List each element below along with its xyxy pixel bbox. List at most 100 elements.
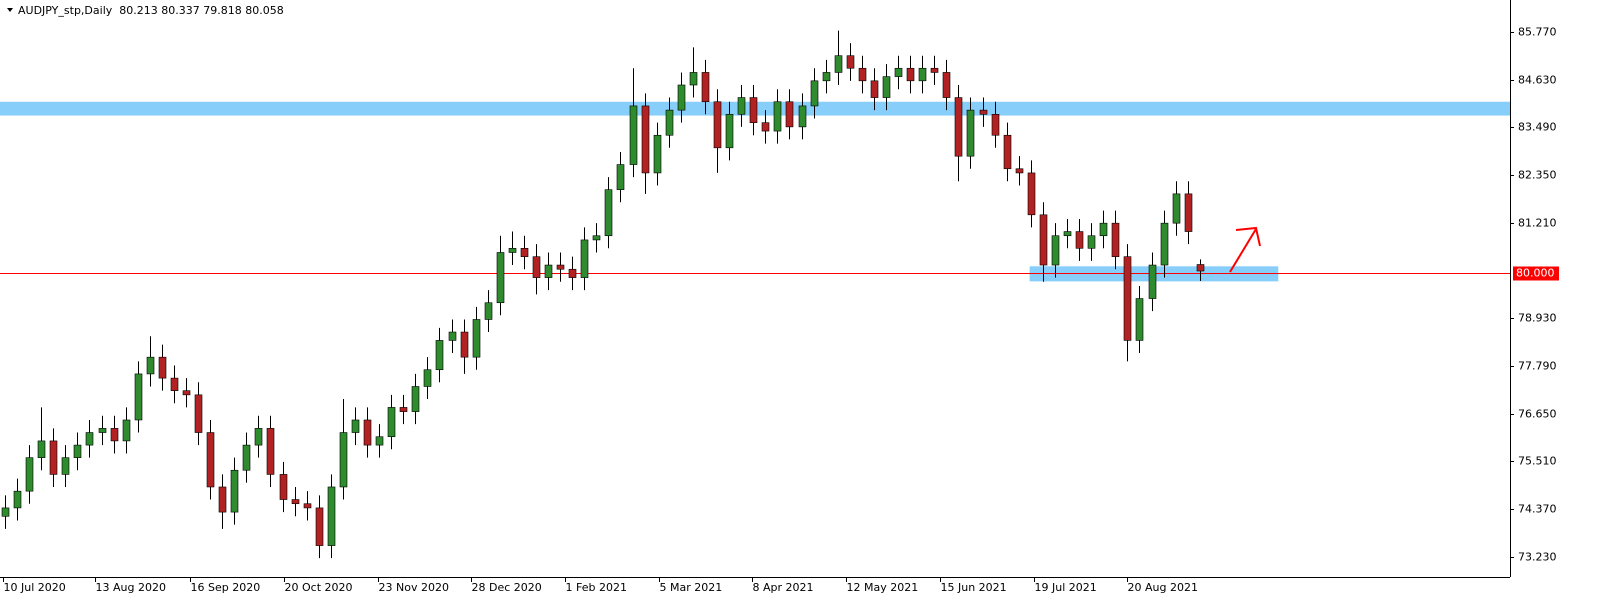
candle-body bbox=[616, 164, 625, 190]
candle-body bbox=[568, 268, 577, 278]
arrow bbox=[1229, 226, 1261, 273]
candle-body bbox=[206, 432, 215, 488]
candle-body bbox=[1123, 256, 1132, 341]
candle-body bbox=[327, 486, 336, 546]
candle-body bbox=[677, 84, 686, 111]
x-tick-label: 28 Dec 2020 bbox=[472, 581, 542, 594]
candle-body bbox=[146, 356, 155, 375]
candle-body bbox=[122, 419, 131, 442]
x-tick-label: 19 Jul 2021 bbox=[1035, 581, 1097, 594]
candle-body bbox=[242, 444, 251, 471]
candle-body bbox=[73, 444, 82, 458]
candle-body bbox=[653, 134, 662, 174]
y-tick-label: 76.650 bbox=[1518, 408, 1557, 421]
axes: 85.770 84.630 83.490 82.350 81.210 78.930 77.7… bbox=[0, 0, 1559, 594]
candle-body bbox=[665, 109, 674, 136]
candle-body bbox=[713, 101, 722, 149]
candle-body bbox=[496, 252, 505, 304]
candle-body bbox=[13, 490, 22, 509]
candle-body bbox=[1172, 193, 1181, 224]
candle-body bbox=[484, 302, 493, 320]
candle-body bbox=[822, 72, 831, 82]
candle-body bbox=[520, 248, 529, 257]
x-tick-label: 1 Feb 2021 bbox=[566, 581, 627, 594]
candle-body bbox=[303, 503, 312, 509]
candle-body bbox=[508, 248, 517, 253]
candle-body bbox=[25, 457, 34, 492]
title-triangle bbox=[7, 8, 13, 12]
candle-body bbox=[339, 432, 348, 488]
candle-body bbox=[363, 419, 372, 446]
candle-body bbox=[170, 377, 179, 391]
candle-body bbox=[641, 105, 650, 174]
y-tick-label: 74.370 bbox=[1518, 503, 1557, 516]
y-tick-label: 78.930 bbox=[1518, 312, 1557, 325]
candle-body bbox=[1039, 214, 1048, 266]
candle-body bbox=[254, 428, 263, 446]
candle-body bbox=[1148, 264, 1157, 299]
candle-body bbox=[1075, 231, 1084, 249]
candle-body bbox=[870, 80, 879, 98]
candle-body bbox=[472, 319, 481, 358]
candle-body bbox=[399, 407, 408, 412]
candle-body bbox=[918, 67, 927, 82]
x-tick-label: 20 Aug 2021 bbox=[1128, 581, 1198, 594]
candle-body bbox=[532, 256, 541, 278]
candle-body bbox=[966, 109, 975, 157]
candle-body bbox=[194, 394, 203, 433]
candle-body bbox=[37, 440, 46, 458]
candle-body bbox=[375, 436, 384, 446]
candle-body bbox=[954, 97, 963, 157]
candle-body bbox=[1099, 222, 1108, 237]
candle-body bbox=[749, 97, 758, 123]
candle-body bbox=[435, 340, 444, 371]
candle-body bbox=[773, 101, 782, 132]
candle-body bbox=[1015, 168, 1024, 174]
x-tick-label: 5 Mar 2021 bbox=[660, 581, 723, 594]
candle-body bbox=[460, 331, 469, 358]
x-tick-label: 10 Jul 2020 bbox=[4, 581, 66, 594]
candle-body bbox=[1063, 231, 1072, 237]
x-tick-label: 8 Apr 2021 bbox=[753, 581, 814, 594]
candle-body bbox=[448, 331, 457, 341]
candle-body bbox=[218, 486, 227, 513]
candle-body bbox=[580, 239, 589, 278]
candle-body bbox=[785, 101, 794, 128]
candle-body bbox=[1, 507, 10, 517]
candle-body bbox=[423, 369, 432, 387]
candle-body bbox=[279, 474, 288, 500]
candle-body bbox=[387, 407, 396, 438]
candle-body bbox=[629, 105, 638, 165]
y-tick-label: 73.230 bbox=[1518, 551, 1557, 564]
candle-body bbox=[592, 235, 601, 241]
candle-body bbox=[725, 114, 734, 149]
candle-body bbox=[882, 76, 891, 98]
candle-body bbox=[110, 428, 119, 442]
candle-body bbox=[411, 386, 420, 412]
candle-body bbox=[1051, 235, 1060, 266]
y-tick-label: 77.790 bbox=[1518, 360, 1557, 373]
candle-body bbox=[991, 114, 1000, 136]
candle-body bbox=[1184, 193, 1193, 232]
candle-body bbox=[737, 97, 746, 115]
hline-label: 80.000 bbox=[1516, 267, 1555, 280]
y-tick-label: 83.490 bbox=[1518, 121, 1557, 134]
candle-body bbox=[291, 499, 300, 505]
y-tick-label: 85.770 bbox=[1518, 26, 1557, 39]
candle-body bbox=[930, 67, 939, 73]
candle-body bbox=[979, 109, 988, 115]
y-tick-label: 82.350 bbox=[1518, 169, 1557, 182]
candle-body bbox=[810, 80, 819, 107]
candle-body bbox=[604, 189, 613, 237]
candle-body bbox=[182, 390, 191, 396]
candle-body bbox=[846, 55, 855, 69]
candle-body bbox=[689, 72, 698, 86]
x-tick-label: 16 Sep 2020 bbox=[191, 581, 261, 594]
candle-body bbox=[544, 264, 553, 278]
candle-body bbox=[351, 419, 360, 433]
x-tick-label: 23 Nov 2020 bbox=[379, 581, 449, 594]
candle-body bbox=[315, 507, 324, 546]
candle-body bbox=[834, 55, 843, 73]
